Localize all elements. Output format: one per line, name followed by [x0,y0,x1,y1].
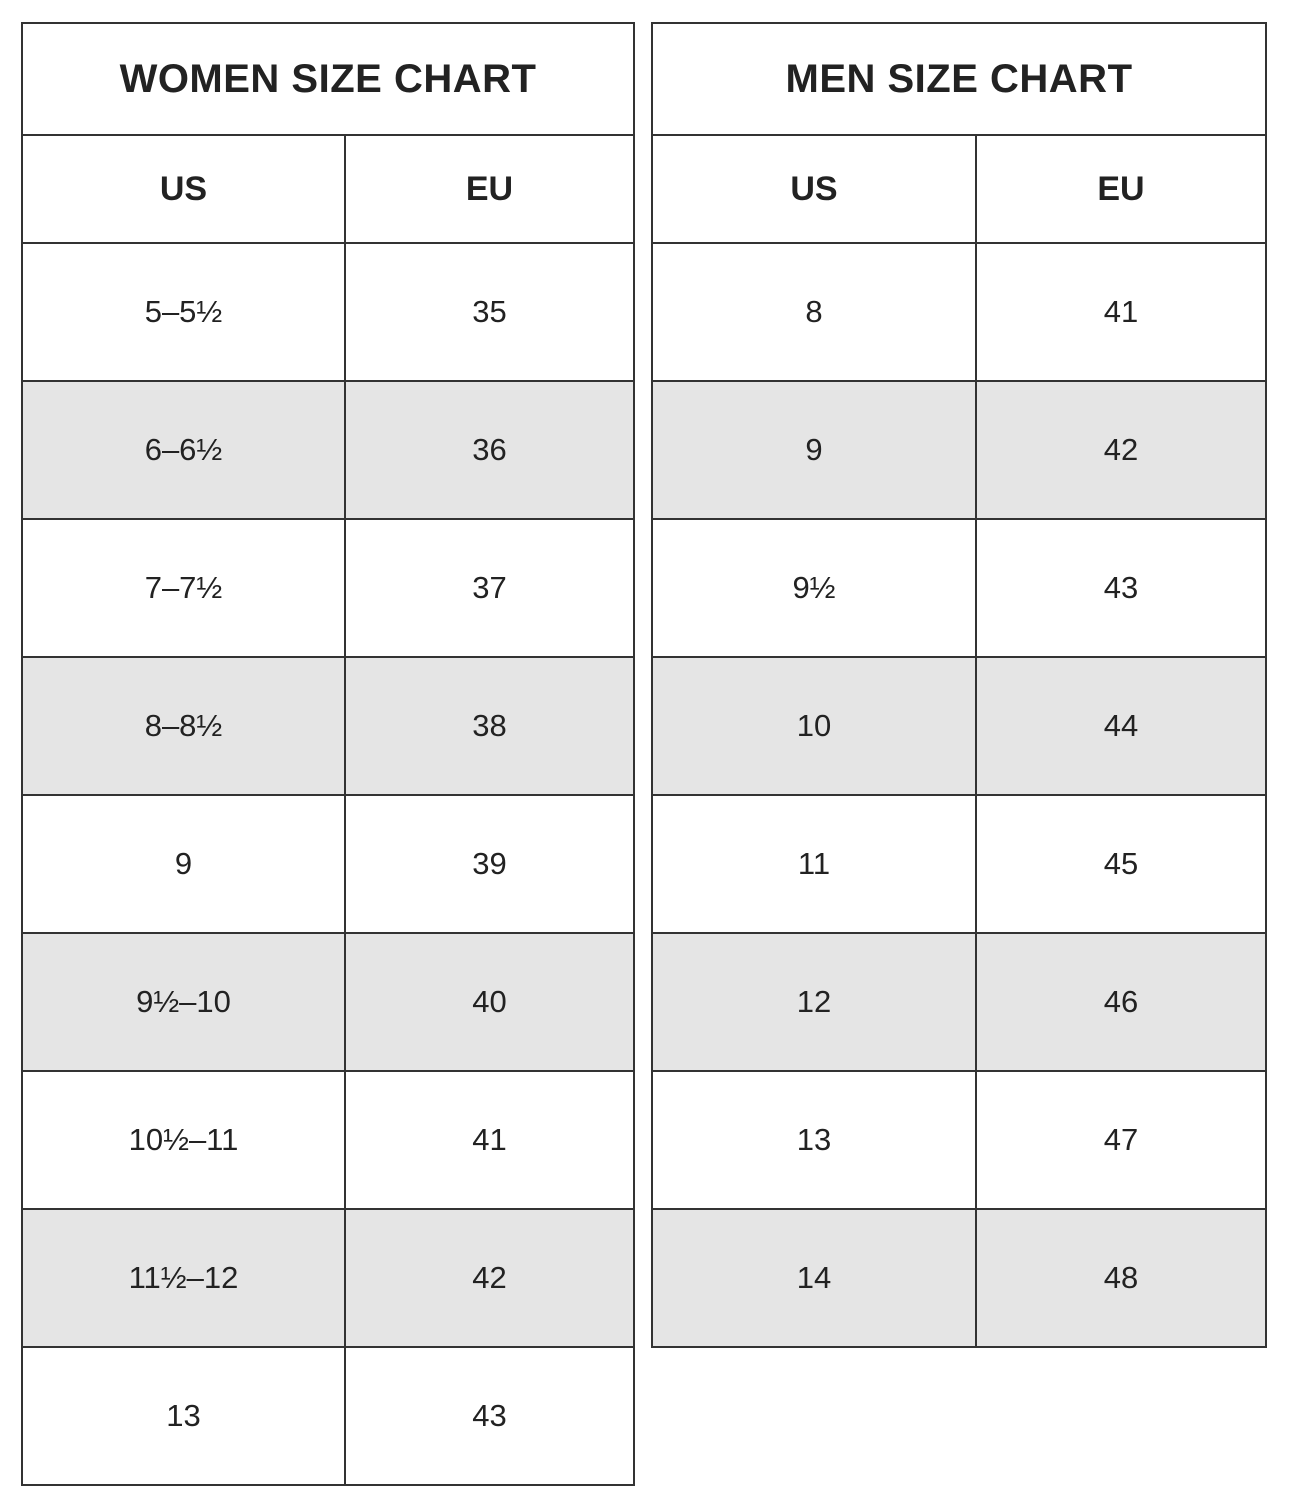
table-row: 7–7½ 37 [21,518,635,658]
size-cell-us: 10½–11 [21,1070,346,1210]
size-cell-us: 9½–10 [21,932,346,1072]
size-cell-eu: 37 [344,518,635,658]
table-row: 13 43 [21,1346,635,1486]
size-cell-us: 11 [651,794,977,934]
table-row: 5–5½ 35 [21,242,635,382]
table-row: 11½–12 42 [21,1208,635,1348]
women-chart-title: WOMEN SIZE CHART [21,22,635,136]
size-cell-eu: 44 [975,656,1267,796]
size-cell-us: 10 [651,656,977,796]
size-cell-us: 9 [21,794,346,934]
size-cell-eu: 43 [975,518,1267,658]
table-row: 8–8½ 38 [21,656,635,796]
size-cell-eu: 48 [975,1208,1267,1348]
table-row: 11 45 [651,794,1267,934]
size-cell-us: 14 [651,1208,977,1348]
table-row: 13 47 [651,1070,1267,1210]
column-header-us: US [21,134,346,244]
size-cell-eu: 39 [344,794,635,934]
size-cell-eu: 41 [344,1070,635,1210]
table-row: 14 48 [651,1208,1267,1348]
size-cell-us: 13 [21,1346,346,1486]
size-cell-us: 9 [651,380,977,520]
size-cell-eu: 38 [344,656,635,796]
women-size-chart: WOMEN SIZE CHART US EU 5–5½ 35 6–6½ 36 7–7½ 3… [21,22,635,1486]
size-cell-eu: 41 [975,242,1267,382]
size-cell-us: 8 [651,242,977,382]
table-row: 10½–11 41 [21,1070,635,1210]
table-row: 6–6½ 36 [21,380,635,520]
size-cell-eu: 40 [344,932,635,1072]
column-header-eu: EU [344,134,635,244]
table-row: 10 44 [651,656,1267,796]
size-cell-eu: 43 [344,1346,635,1486]
table-row: 9½ 43 [651,518,1267,658]
size-cell-us: 8–8½ [21,656,346,796]
size-cell-eu: 35 [344,242,635,382]
size-cell-us: 5–5½ [21,242,346,382]
size-cell-eu: 42 [975,380,1267,520]
table-row: 9 39 [21,794,635,934]
table-row: 9½–10 40 [21,932,635,1072]
column-header-us: US [651,134,977,244]
size-cell-eu: 42 [344,1208,635,1348]
men-chart-title: MEN SIZE CHART [651,22,1267,136]
table-row: 8 41 [651,242,1267,382]
size-cell-eu: 46 [975,932,1267,1072]
size-cell-eu: 36 [344,380,635,520]
size-cell-us: 7–7½ [21,518,346,658]
size-cell-us: 12 [651,932,977,1072]
size-cell-us: 13 [651,1070,977,1210]
size-cell-eu: 45 [975,794,1267,934]
size-cell-eu: 47 [975,1070,1267,1210]
table-row: 9 42 [651,380,1267,520]
size-cell-us: 11½–12 [21,1208,346,1348]
table-row: 12 46 [651,932,1267,1072]
size-cell-us: 6–6½ [21,380,346,520]
men-size-chart: MEN SIZE CHART US EU 8 41 9 42 9½ 43 10 44 11 45 1… [651,22,1267,1348]
column-header-eu: EU [975,134,1267,244]
size-cell-us: 9½ [651,518,977,658]
